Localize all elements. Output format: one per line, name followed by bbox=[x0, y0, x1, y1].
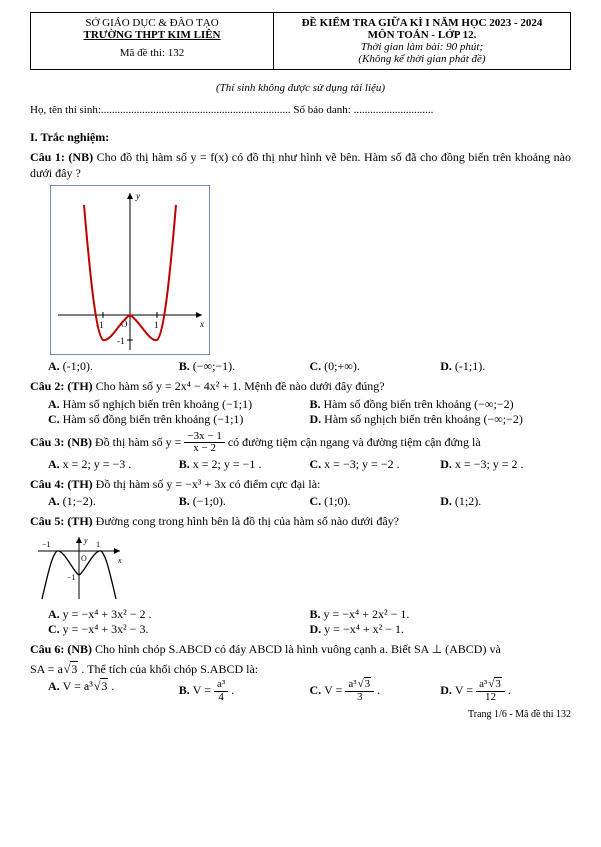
q1-text: Cho đồ thị hàm số y = f(x) có đồ thị như… bbox=[30, 150, 571, 180]
q6-options: A. V = a³3 . B. V = a³4 . C. V = a³33 . … bbox=[48, 679, 571, 703]
time-note: (Không kể thời gian phát đề) bbox=[280, 53, 564, 65]
q5-chart: x y O −1 1 −1 bbox=[34, 533, 571, 603]
q1-chart: x y O -1 1 -1 bbox=[50, 185, 571, 355]
q3-opt-a: x = 2; y = −3 . bbox=[63, 457, 132, 471]
question-1: Câu 1: (NB) Cho đồ thị hàm số y = f(x) c… bbox=[30, 149, 571, 181]
q1-opt-b: (−∞;−1). bbox=[193, 359, 235, 373]
svg-text:−1: −1 bbox=[67, 573, 76, 582]
q6-text-b: SA = a bbox=[30, 662, 63, 676]
question-4: Câu 4: (TH) Đồ thị hàm số y = −x³ + 3x c… bbox=[30, 476, 571, 492]
svg-text:−1: −1 bbox=[42, 540, 51, 549]
name-line: Họ, tên thí sinh:.......................… bbox=[30, 104, 571, 116]
q3-fraction: −3x − 1 x − 2 bbox=[184, 431, 224, 455]
q3-opt-c: x = −3; y = −2 . bbox=[324, 457, 399, 471]
q3-options: A. x = 2; y = −3 . B. x = 2; y = −1 . C.… bbox=[48, 457, 571, 472]
q4-opt-d: (1;2). bbox=[455, 494, 481, 508]
q3-opt-d: x = −3; y = 2 . bbox=[455, 457, 524, 471]
q3-opt-b: x = 2; y = −1 . bbox=[193, 457, 262, 471]
q4-opt-a: (1;−2). bbox=[63, 494, 96, 508]
q4-text: Đồ thị hàm số y = −x³ + 3x có điểm cực đ… bbox=[93, 477, 321, 491]
school-name: TRƯỜNG THPT KIM LIÊN bbox=[37, 29, 267, 41]
page-footer: Trang 1/6 - Mã đề thi 132 bbox=[468, 709, 571, 720]
time-line: Thời gian làm bài: 90 phút; bbox=[280, 41, 564, 53]
q3-text-a: Đồ thị hàm số y = bbox=[92, 434, 184, 448]
q6-label: Câu 6: (NB) bbox=[30, 642, 92, 656]
q5-opt-b: y = −x⁴ + 2x² − 1. bbox=[324, 607, 410, 621]
q1-options: A. (-1;0). B. (−∞;−1). C. (0;+∞). D. (-1… bbox=[48, 359, 571, 374]
q5-text: Đường cong trong hình bên là đồ thị của … bbox=[93, 514, 399, 528]
question-5: Câu 5: (TH) Đường cong trong hình bên là… bbox=[30, 513, 571, 529]
q6-opt-b-pre: V = bbox=[193, 683, 214, 697]
svg-text:y: y bbox=[135, 191, 140, 201]
q5-options: A. y = −x⁴ + 3x² − 2 . B. y = −x⁴ + 2x² … bbox=[48, 607, 571, 637]
section-1-title: I. Trắc nghiệm: bbox=[30, 130, 571, 145]
svg-text:x: x bbox=[117, 556, 122, 565]
q2-opt-a: Hàm số nghịch biến trên khoảng (−1;1) bbox=[63, 397, 252, 411]
q5-label: Câu 5: (TH) bbox=[30, 514, 93, 528]
q2-opt-c: Hàm số đồng biến trên khoảng (−1;1) bbox=[63, 412, 244, 426]
exam-code: Mã đề thi: 132 bbox=[37, 47, 267, 59]
svg-text:x: x bbox=[199, 319, 204, 329]
dept-line: SỞ GIÁO DỤC & ĐÀO TẠO bbox=[37, 17, 267, 29]
q6-opt-d-pre: V = bbox=[455, 683, 476, 697]
q4-label: Câu 4: (TH) bbox=[30, 477, 93, 491]
q6-text-c: . Thể tích của khối chóp S.ABCD là: bbox=[78, 662, 258, 676]
q5-opt-a: y = −x⁴ + 3x² − 2 . bbox=[63, 607, 152, 621]
svg-text:1: 1 bbox=[96, 540, 100, 549]
q6-opt-a-pre: V = a³ bbox=[63, 679, 93, 693]
q1-opt-c: (0;+∞). bbox=[324, 359, 360, 373]
q2-options: A. Hàm số nghịch biến trên khoảng (−1;1)… bbox=[48, 397, 571, 427]
q6-text-a: Cho hình chóp S.ABCD có đáy ABCD là hình… bbox=[92, 642, 501, 656]
svg-text:1: 1 bbox=[154, 320, 159, 330]
question-2: Câu 2: (TH) Cho hàm số y = 2x⁴ − 4x² + 1… bbox=[30, 378, 571, 394]
svg-text:-1: -1 bbox=[117, 336, 125, 346]
question-6b: SA = a3 . Thể tích của khối chóp S.ABCD … bbox=[30, 661, 571, 677]
q1-opt-d: (-1;1). bbox=[455, 359, 485, 373]
instruction-note: (Thí sinh không được sử dụng tài liệu) bbox=[30, 82, 571, 94]
q2-label: Câu 2: (TH) bbox=[30, 379, 93, 393]
q3-text-b: có đường tiệm cận ngang và đường tiệm cậ… bbox=[228, 434, 481, 448]
question-3: Câu 3: (NB) Đồ thị hàm số y = −3x − 1 x … bbox=[30, 431, 571, 455]
q5-opt-c: y = −x⁴ + 3x² − 3. bbox=[63, 622, 149, 636]
q4-opt-c: (1;0). bbox=[324, 494, 350, 508]
header-table: SỞ GIÁO DỤC & ĐÀO TẠO TRƯỜNG THPT KIM LI… bbox=[30, 12, 571, 70]
q2-opt-d: Hàm số nghịch biến trên khoảng (−∞;−2) bbox=[324, 412, 523, 426]
exam-title-1: ĐỀ KIỂM TRA GIỮA KÌ I NĂM HỌC 2023 - 202… bbox=[280, 17, 564, 29]
q3-label: Câu 3: (NB) bbox=[30, 434, 92, 448]
q4-opt-b: (−1;0). bbox=[193, 494, 226, 508]
q1-opt-a: (-1;0). bbox=[63, 359, 93, 373]
svg-text:O: O bbox=[81, 554, 87, 563]
q4-options: A. (1;−2). B. (−1;0). C. (1;0). D. (1;2)… bbox=[48, 494, 571, 509]
svg-text:y: y bbox=[83, 536, 88, 545]
question-6: Câu 6: (NB) Cho hình chóp S.ABCD có đáy … bbox=[30, 641, 571, 657]
q2-text: Cho hàm số y = 2x⁴ − 4x² + 1. Mệnh đề nà… bbox=[93, 379, 385, 393]
exam-title-2: MÔN TOÁN - LỚP 12. bbox=[280, 29, 564, 41]
q1-label: Câu 1: (NB) bbox=[30, 150, 93, 164]
q5-opt-d: y = −x⁴ + x² − 1. bbox=[324, 622, 404, 636]
q2-opt-b: Hàm số đồng biến trên khoảng (−∞;−2) bbox=[324, 397, 514, 411]
q6-opt-c-pre: V = bbox=[324, 683, 345, 697]
